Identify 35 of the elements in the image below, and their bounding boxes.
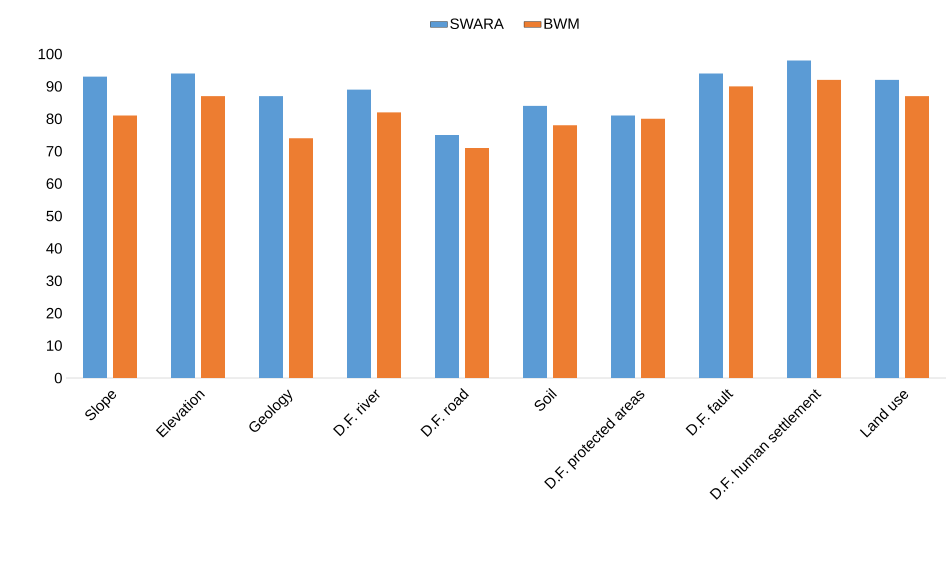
bar (641, 118, 666, 378)
bar (83, 76, 107, 378)
y-tick-label: 80 (46, 114, 62, 124)
y-tick-label: 20 (46, 308, 62, 318)
x-tick-label: Soil (534, 388, 557, 411)
bar (817, 80, 842, 378)
bar (435, 135, 460, 378)
y-tick-label: 90 (46, 81, 62, 92)
bar (465, 148, 490, 378)
y-tick-label: 0 (54, 372, 62, 384)
bar (377, 112, 402, 378)
legend-label: SWARA (450, 18, 504, 30)
legend-label: BWM (544, 18, 579, 29)
y-tick-label: 40 (46, 243, 62, 254)
y-tick-label: 50 (46, 210, 62, 222)
y-tick-label: 100 (38, 48, 62, 60)
bar (201, 96, 226, 378)
bar (523, 106, 548, 378)
y-tick-label: 60 (46, 178, 62, 189)
bar (259, 96, 284, 378)
bar (787, 60, 812, 378)
bar (875, 80, 900, 378)
bar (171, 73, 195, 378)
y-tick-label: 70 (46, 146, 62, 156)
bar (699, 73, 724, 378)
y-tick-label: 10 (47, 340, 62, 351)
bar (729, 86, 754, 378)
bar (611, 116, 636, 378)
bar (553, 125, 578, 378)
bar (113, 116, 137, 378)
bar (347, 90, 372, 378)
x-tick-label: D.F. fault (686, 389, 734, 436)
bar (289, 138, 314, 378)
y-tick-label: 30 (46, 276, 62, 286)
bar (905, 96, 930, 378)
